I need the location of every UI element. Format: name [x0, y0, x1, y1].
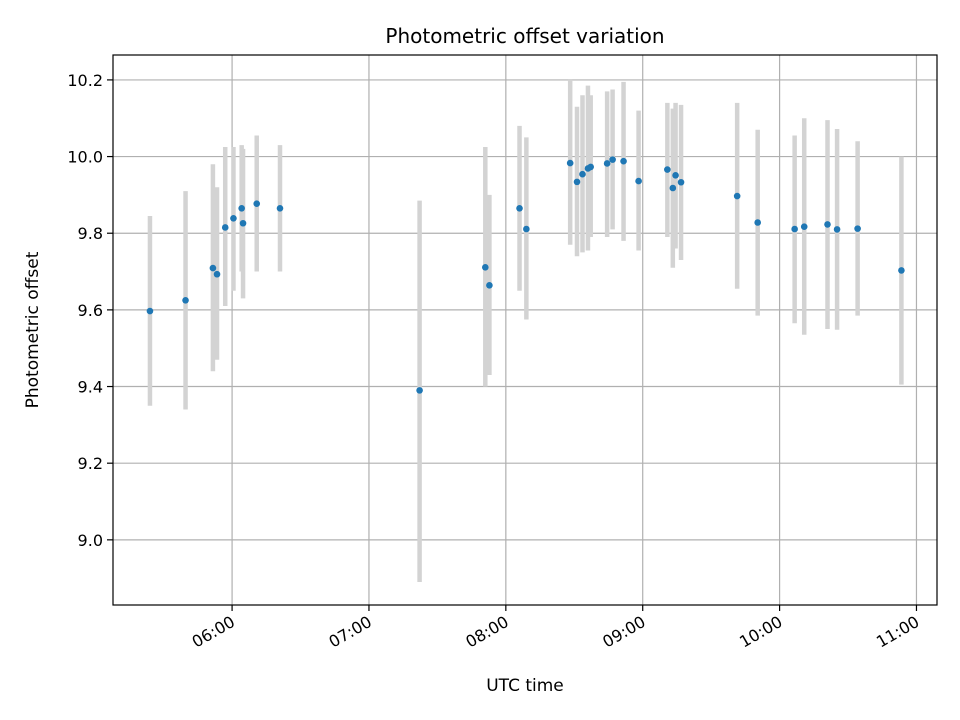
data-point [669, 184, 677, 192]
data-point [664, 166, 671, 173]
y-tick-label: 10.2 [67, 71, 103, 90]
data-point [213, 270, 221, 278]
data-point [754, 219, 761, 226]
data-point [230, 214, 237, 222]
x-axis-label: UTC time [486, 676, 564, 696]
grid-lines [113, 55, 937, 605]
y-axis-label: Photometric offset [23, 251, 43, 408]
data-point [573, 178, 581, 186]
y-tick-label: 9.6 [78, 301, 103, 320]
data-point [566, 159, 574, 167]
data-point [635, 177, 642, 185]
data-point [523, 225, 530, 233]
data-point [620, 157, 627, 165]
data-point [791, 225, 798, 233]
data-point [209, 264, 217, 272]
y-tick-label: 9.2 [78, 454, 103, 473]
data-point [221, 224, 229, 231]
data-point [587, 163, 595, 171]
y-tick-label: 9.4 [78, 378, 103, 397]
data-point [824, 221, 831, 228]
data-point [516, 205, 523, 212]
data-point [609, 156, 616, 163]
data-point [579, 170, 586, 178]
data-point [800, 223, 808, 231]
data-point [833, 226, 841, 233]
data-point [482, 264, 489, 271]
data-point [276, 205, 284, 212]
data-point [238, 205, 245, 212]
y-axis-ticks: 9.0 9.2 9.4 9.6 9.8 10.0 10.2 [67, 71, 113, 550]
data-point [416, 387, 423, 394]
data-point [854, 225, 861, 232]
data-point [182, 296, 189, 304]
data-point [146, 307, 154, 315]
y-tick-label: 9.8 [78, 224, 103, 243]
data-point [253, 200, 261, 208]
y-tick-label: 9.0 [78, 531, 103, 550]
data-point [486, 282, 493, 289]
plot-frame [112, 54, 938, 606]
data-point [677, 178, 685, 186]
data-point [239, 219, 247, 227]
data-point [898, 267, 905, 274]
y-tick-label: 10.0 [67, 148, 103, 167]
data-point [733, 192, 741, 200]
data-point [672, 172, 679, 179]
chart-title: Photometric offset variation [385, 24, 664, 48]
data-points [146, 156, 905, 394]
data-point [603, 160, 611, 167]
